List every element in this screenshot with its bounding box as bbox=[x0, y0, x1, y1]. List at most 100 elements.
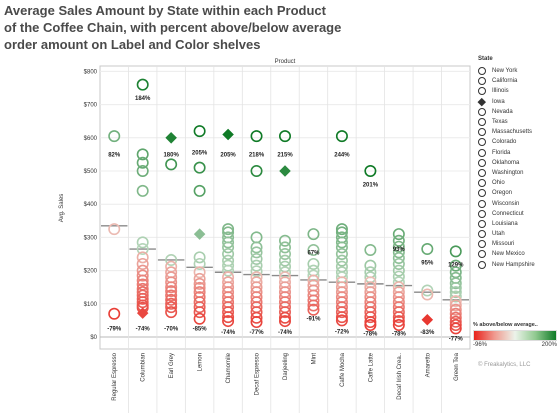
color-legend-min: -96% bbox=[473, 342, 488, 348]
data-points bbox=[108, 78, 462, 335]
state-legend-item[interactable]: Colorado bbox=[478, 137, 560, 147]
data-point-circle bbox=[136, 148, 149, 161]
circle-marker-icon bbox=[478, 77, 486, 86]
data-point-circle bbox=[250, 316, 263, 329]
state-legend-item[interactable]: Oregon bbox=[478, 188, 560, 198]
data-point-circle bbox=[193, 251, 206, 264]
data-point-circle bbox=[193, 184, 206, 197]
data-point-circle bbox=[335, 241, 348, 254]
state-legend-item[interactable]: Connecticut bbox=[478, 209, 560, 219]
state-legend-item[interactable]: New Hampshire bbox=[478, 260, 560, 270]
state-legend-item[interactable]: Missouri bbox=[478, 239, 560, 249]
state-legend-label: Massachusetts bbox=[492, 129, 533, 136]
y-tick-label: $300 bbox=[84, 235, 98, 241]
gridlines bbox=[100, 70, 470, 338]
x-axis-categories: Regular Espresso Columbian Earl Grey Lemon C… bbox=[112, 352, 460, 400]
data-point-circle bbox=[392, 315, 405, 328]
data-point-circle bbox=[335, 248, 348, 261]
x-category-label: Caffe Latte bbox=[368, 352, 374, 382]
data-point-circle bbox=[165, 306, 178, 319]
data-point-circle bbox=[250, 311, 263, 324]
y-tick-label: $500 bbox=[84, 169, 98, 175]
data-point-circle bbox=[278, 234, 291, 247]
data-point-circle bbox=[193, 161, 206, 174]
data-label: 129% bbox=[448, 263, 464, 269]
data-point-circle bbox=[193, 312, 206, 325]
data-point-circle bbox=[165, 293, 178, 306]
data-point-circle bbox=[165, 297, 178, 310]
x-category-label: Regular Espresso bbox=[112, 352, 118, 400]
data-label: -70% bbox=[164, 327, 179, 333]
data-point-circle bbox=[278, 254, 291, 267]
color-legend-title: % above/below average.. bbox=[473, 322, 538, 328]
data-point-circle bbox=[364, 259, 377, 272]
data-point-circle bbox=[250, 246, 263, 259]
state-legend-item[interactable]: New Mexico bbox=[478, 249, 560, 259]
data-label: 95% bbox=[421, 260, 434, 266]
data-point-circle bbox=[307, 299, 320, 312]
state-legend-item[interactable]: New York bbox=[478, 66, 560, 76]
state-legend-item[interactable]: California bbox=[478, 76, 560, 86]
state-legend-item[interactable]: Massachusetts bbox=[478, 127, 560, 137]
circle-marker-icon bbox=[478, 230, 486, 239]
data-label: -72% bbox=[335, 329, 350, 335]
state-legend-item[interactable]: Iowa bbox=[478, 97, 560, 107]
data-label: 215% bbox=[277, 152, 293, 158]
data-point-circle bbox=[449, 319, 462, 332]
data-point-circle bbox=[307, 228, 320, 241]
state-legend-item[interactable]: Washington bbox=[478, 168, 560, 178]
color-legend-gradient bbox=[473, 330, 557, 341]
circle-marker-icon bbox=[478, 260, 486, 269]
x-category-label: Columbian bbox=[141, 353, 147, 382]
data-label: -74% bbox=[221, 330, 236, 336]
data-point-circle bbox=[108, 307, 121, 320]
data-label: -77% bbox=[250, 330, 265, 336]
data-point-circle bbox=[278, 130, 291, 143]
data-point-circle bbox=[222, 311, 235, 324]
state-legend-label: Wisconsin bbox=[492, 200, 520, 207]
data-point-circle bbox=[222, 264, 235, 277]
circle-marker-icon bbox=[478, 107, 486, 116]
data-point-circle bbox=[449, 303, 462, 316]
chart-title-line-1: Average Sales Amount by State within eac… bbox=[4, 3, 326, 18]
column-header: Product bbox=[275, 59, 296, 65]
chart-title: Average Sales Amount by State within eac… bbox=[4, 2, 404, 53]
state-legend-item[interactable]: Wisconsin bbox=[478, 198, 560, 208]
state-legend-item[interactable]: Florida bbox=[478, 148, 560, 158]
circle-marker-icon bbox=[478, 219, 486, 228]
data-label: -85% bbox=[193, 327, 208, 333]
data-point-circle bbox=[108, 223, 121, 236]
data-label: -77% bbox=[449, 337, 464, 343]
state-legend-item[interactable]: Oklahoma bbox=[478, 158, 560, 168]
y-tick-label: $200 bbox=[84, 269, 98, 275]
data-point-diamond bbox=[136, 307, 149, 319]
data-label: 205% bbox=[192, 151, 208, 157]
data-point-circle bbox=[165, 276, 178, 289]
state-legend-label: Oregon bbox=[492, 190, 513, 197]
data-point-circle bbox=[449, 290, 462, 303]
state-legend-label: Ohio bbox=[492, 180, 505, 187]
state-legend-item[interactable]: Louisiana bbox=[478, 219, 560, 229]
data-point-circle bbox=[165, 289, 178, 302]
state-legend-item[interactable]: Texas bbox=[478, 117, 560, 127]
data-label: -78% bbox=[392, 332, 407, 338]
state-legend-item[interactable]: Illinois bbox=[478, 86, 560, 96]
state-legend-item[interactable]: Ohio bbox=[478, 178, 560, 188]
data-point-circle bbox=[335, 314, 348, 327]
y-tick-label: $100 bbox=[84, 302, 98, 308]
data-point-circle bbox=[136, 236, 149, 249]
credit-text: © Freakalytics, LLC bbox=[478, 362, 531, 368]
data-point-circle bbox=[222, 248, 235, 261]
state-legend-label: Colorado bbox=[492, 139, 517, 146]
data-point-circle bbox=[364, 311, 377, 324]
data-point-circle bbox=[449, 277, 462, 290]
data-point-circle bbox=[165, 281, 178, 294]
data-label: -91% bbox=[306, 317, 321, 323]
state-legend-item[interactable]: Nevada bbox=[478, 107, 560, 117]
data-label: 67% bbox=[307, 250, 320, 256]
data-point-circle bbox=[392, 306, 405, 319]
state-legend-item[interactable]: Utah bbox=[478, 229, 560, 239]
x-category-label: Green Tea bbox=[454, 352, 460, 381]
circle-marker-icon bbox=[478, 128, 486, 137]
data-point-circle bbox=[335, 223, 348, 236]
